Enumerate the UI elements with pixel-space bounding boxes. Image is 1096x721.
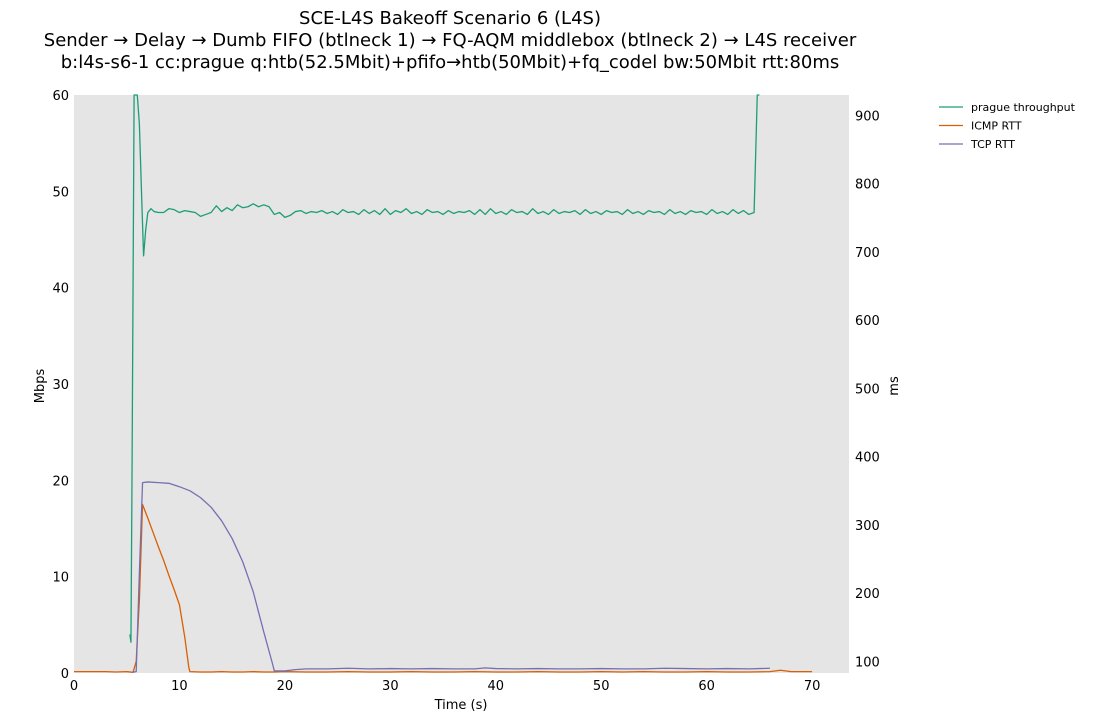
ticks-layer: 0 10 20 30 40 50 60 700102030405060100200300400… [52, 89, 879, 694]
x-tick-label: 10 [171, 679, 188, 694]
plot-area [74, 95, 849, 673]
series-layer [74, 94, 813, 673]
y-axis-label-left: Mbps [33, 369, 48, 404]
x-axis-label: Time (s) [434, 698, 488, 713]
y-right-tick-label: 300 [855, 519, 880, 534]
series-line-tcp-rtt [131, 481, 770, 673]
y-left-tick-label: 0 [61, 667, 69, 682]
y-right-tick-label: 200 [855, 587, 880, 602]
legend-label-tcp-rtt: TCP RTT [970, 138, 1015, 151]
y-axis-label-right: ms [887, 376, 902, 396]
y-left-tick-label: 30 [52, 378, 69, 393]
legend: prague throughput ICMP RTT TCP RTT [939, 101, 1076, 151]
x-tick-label: 50 [593, 679, 610, 694]
y-right-tick-label: 500 [855, 382, 880, 397]
legend-label-icmp-rtt: ICMP RTT [971, 120, 1022, 133]
y-right-tick-label: 400 [855, 451, 880, 466]
y-right-tick-label: 100 [855, 655, 880, 670]
chart-title: SCE-L4S Bakeoff Scenario 6 (L4S) Sender … [44, 8, 857, 73]
y-left-tick-label: 40 [52, 282, 69, 297]
legend-label-prague-throughput: prague throughput [971, 101, 1076, 114]
y-right-tick-label: 600 [855, 314, 880, 329]
x-tick-label: 0 [70, 679, 78, 694]
title-line-1: SCE-L4S Bakeoff Scenario 6 (L4S) [299, 8, 601, 29]
y-left-tick-label: 50 [52, 185, 69, 200]
y-right-tick-label: 700 [855, 246, 880, 261]
title-line-2: Sender → Delay → Dumb FIFO (btlneck 1) →… [44, 30, 857, 51]
y-left-tick-label: 60 [52, 89, 69, 104]
x-tick-label: 40 [487, 679, 504, 694]
x-tick-label: 30 [382, 679, 399, 694]
y-right-tick-label: 800 [855, 178, 880, 193]
y-right-tick-label: 900 [855, 109, 880, 124]
series-line-prague-throughput [129, 94, 760, 643]
y-left-tick-label: 20 [52, 474, 69, 489]
x-tick-label: 60 [698, 679, 715, 694]
series-line-icmp-rtt [74, 503, 813, 673]
y-left-tick-label: 10 [52, 571, 69, 586]
x-tick-label: 70 [804, 679, 821, 694]
x-tick-label: 20 [277, 679, 294, 694]
title-line-3: b:l4s-s6-1 cc:prague q:htb(52.5Mbit)+pfi… [61, 52, 840, 73]
